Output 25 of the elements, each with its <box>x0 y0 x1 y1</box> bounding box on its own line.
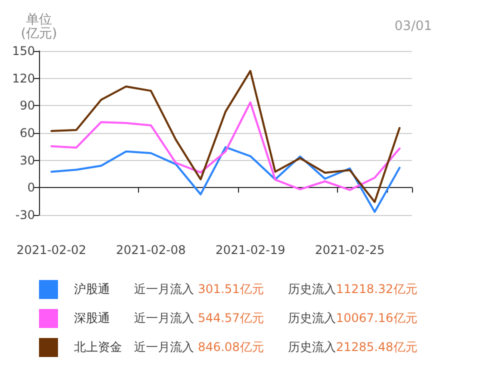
x-tick-label: 2021-02-19 <box>215 243 286 257</box>
line-series <box>50 146 401 213</box>
y-tick-label: 150 <box>12 44 35 58</box>
legend-label: 北上资金 <box>74 339 123 356</box>
text: 近一月流入 301.51亿元 <box>134 282 264 296</box>
legend-label: 深股通 <box>74 310 111 327</box>
line-series <box>50 70 401 203</box>
y-tick-label: 0 <box>27 180 35 195</box>
text: 03/01 <box>394 19 432 34</box>
line-series <box>50 101 401 191</box>
text: 近一月流入 846.08亿元 <box>134 340 264 354</box>
y-tick-label: -30 <box>15 208 35 222</box>
y-tick-label: 90 <box>20 98 35 113</box>
y-axis-title: 单位 (亿元) <box>20 12 58 42</box>
x-tick-label: 2021-02-08 <box>116 243 186 257</box>
y-tick-label: 30 <box>20 153 35 168</box>
x-tick-label: 2021-02-25 <box>314 243 385 257</box>
y-tick-label: 120 <box>12 71 35 86</box>
text: 历史流入10067.16亿元 <box>288 311 418 325</box>
text: 历史流入11218.32亿元 <box>288 282 418 296</box>
x-tick-label: 2021-02-02 <box>16 243 86 257</box>
y-tick-label: 60 <box>20 126 35 140</box>
text: 历史流入21285.48亿元 <box>288 340 418 354</box>
text: 近一月流入 544.57亿元 <box>134 311 264 325</box>
legend-label: 沪股通 <box>74 281 111 298</box>
